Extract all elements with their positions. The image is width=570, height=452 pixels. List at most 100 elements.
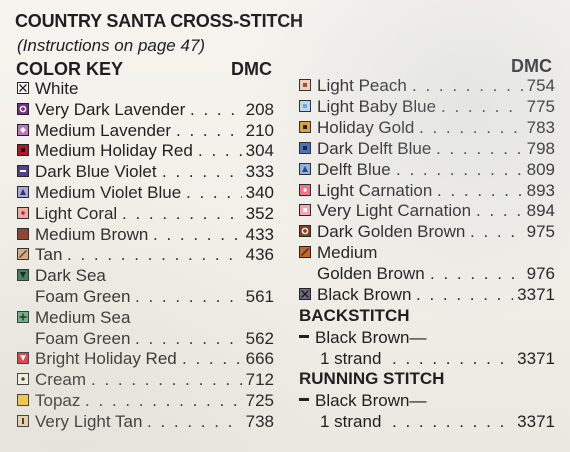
color-swatch-icon [17,123,29,136]
leader-dots: . . . . . . . . . . . . . . . . . . . . … [392,349,513,368]
color-name: Holiday Gold [317,117,415,137]
backstitch-line-1: Black Brown— [299,327,426,348]
backstitch-strand: 1 strand [320,349,382,368]
color-swatch-icon [299,288,311,300]
color-swatch-icon [299,79,311,91]
dmc-number: 561 [245,287,274,306]
dmc-number: 798 [526,138,555,158]
color-name: Light Baby Blue [317,96,437,116]
color-name: Medium Lavender [35,120,172,140]
color-name: White [35,79,79,98]
color-key-row-dark-blue-violet: Dark Blue Violet. . . . . . . . . . . . … [17,161,274,182]
color-key-row-topaz: Topaz. . . . . . . . . . . . . . . . . .… [17,390,274,411]
leader-dots: . . . . . . . . . . . . . . . . . . . . … [182,349,242,369]
dmc-number: 894 [526,201,555,221]
leader-dots: . . . . . . . . . . . . . . . . . . . . … [162,162,242,182]
color-name: Very Light Carnation [317,201,472,221]
color-swatch-icon [299,204,311,217]
color-key-row-very-dark-lavender: Very Dark Lavender. . . . . . . . . . . … [17,99,274,120]
color-swatch-icon [299,120,311,133]
dmc-number: 725 [245,391,274,410]
dmc-number: 562 [245,328,274,348]
dmc-number: 3371 [517,285,555,304]
dmc-number: 809 [526,159,555,179]
color-name: Bright Holiday Red [35,349,177,369]
dmc-number: 775 [526,96,555,116]
color-swatch-icon [17,102,29,115]
dmc-number: 433 [245,224,274,244]
color-key-row-white: White [17,78,274,99]
dmc-number: 754 [526,76,555,95]
color-key-row-medium-sea-foam-green: Foam Green. . . . . . . . . . . . . . . … [17,328,274,349]
color-key-row-bright-holiday-red: Bright Holiday Red. . . . . . . . . . . … [17,348,274,369]
page-title: COUNTRY SANTA CROSS-STITCH [15,11,303,31]
leader-dots: . . . . . . . . . . . . . . . . . . . . … [153,224,242,244]
leader-dots: . . . . . . . . . . . . . . . . . . . . … [198,141,242,161]
color-swatch-icon [299,141,311,154]
leader-dots: . . . . . . . . . . . . . . . . . . . . … [416,285,513,304]
color-name: Medium Violet Blue [35,183,182,202]
color-swatch-icon [17,186,29,198]
color-key-row-light-coral: Light Coral. . . . . . . . . . . . . . .… [17,203,274,224]
color-key-row-tan: Tan. . . . . . . . . . . . . . . . . . .… [17,244,274,265]
color-name: Medium Sea [35,307,131,327]
color-name: Topaz [35,391,81,410]
color-name: Foam Green [35,328,131,348]
color-name: Light Carnation [317,180,433,200]
leader-dots: . . . . . . . . . . . . . . . . . . . . … [396,159,523,179]
backstitch-line-2: 1 strand . . . . . . . . . . . . . . . .… [320,348,555,369]
color-name: Medium Holiday Red [35,141,193,161]
color-name: Delft Blue [317,159,391,179]
dmc-number: 210 [245,120,274,140]
color-key-row-medium-holiday-red: Medium Holiday Red. . . . . . . . . . . … [17,140,274,161]
leader-dots: . . . . . . . . . . . . . . . . . . . . … [441,96,523,116]
dmc-number: 208 [245,99,274,119]
color-key-row-light-carnation: Light Carnation. . . . . . . . . . . . .… [299,180,555,201]
color-key-row-dark-sea-foam-green: Dark Sea [17,265,274,286]
leader-dots: . . . . . . . . . . . . . . . . . . . . … [135,287,242,306]
color-swatch-icon [17,394,29,406]
leader-dots: . . . . . . . . . . . . . . . . . . . . … [176,120,242,140]
leader-dots: . . . . . . . . . . . . . . . . . . . . … [430,264,523,284]
color-name: Dark Delft Blue [317,138,432,158]
dmc-number: 340 [245,183,274,202]
color-swatch-icon [17,414,29,427]
color-key-row-very-light-carnation: Very Light Carnation. . . . . . . . . . … [299,200,555,221]
leader-dots: . . . . . . . . . . . . . . . . . . . . … [436,138,523,158]
dmc-number: 304 [245,141,274,161]
leader-dots: . . . . . . . . . . . . . . . . . . . . … [91,370,242,390]
color-key-row-medium-golden-brown: Golden Brown. . . . . . . . . . . . . . … [299,263,555,284]
color-key-row-cream: Cream. . . . . . . . . . . . . . . . . .… [17,369,274,390]
color-key-row-very-light-tan: Very Light Tan. . . . . . . . . . . . . … [17,411,274,432]
color-swatch-icon [17,206,29,219]
color-name: Cream [35,370,87,390]
running-stitch-line-1: Black Brown— [299,390,426,411]
color-key-row-medium-sea-foam-green: Medium Sea [17,307,274,328]
dmc-number: 976 [526,264,555,284]
leader-dots: . . . . . . . . . . . . . . . . . . . . … [67,245,242,265]
color-swatch-icon [17,248,29,261]
leader-dots: . . . . . . . . . . . . . . . . . . . . … [392,412,513,431]
dmc-number: 666 [245,349,274,369]
leader-dots: . . . . . . . . . . . . . . . . . . . . … [135,328,242,348]
color-key-row-medium-golden-brown: Medium [299,242,555,263]
backstitch-heading: BACKSTITCH [299,306,410,325]
color-swatch-icon [299,162,311,175]
color-name: Dark Golden Brown [317,222,466,242]
leader-dots: . . . . . . . . . . . . . . . . . . . . … [122,203,242,223]
dmc-number: 333 [245,162,274,182]
leader-dots: . . . . . . . . . . . . . . . . . . . . … [470,222,523,242]
color-swatch-icon [17,352,29,365]
color-swatch-icon [17,227,29,240]
color-key-row-black-brown: Black Brown. . . . . . . . . . . . . . .… [299,284,555,305]
dmc-number: 436 [245,245,274,265]
color-key-row-medium-lavender: Medium Lavender. . . . . . . . . . . . .… [17,120,274,141]
leader-dots: . . . . . . . . . . . . . . . . . . . . … [437,180,523,200]
color-name: Light Coral [35,203,118,223]
running-stitch-line-2: 1 strand . . . . . . . . . . . . . . . .… [320,411,555,432]
color-swatch-icon [17,373,29,386]
color-swatch-icon [299,246,311,259]
color-key-row-dark-golden-brown: Dark Golden Brown. . . . . . . . . . . .… [299,221,555,242]
color-name: Dark Blue Violet [35,162,157,182]
